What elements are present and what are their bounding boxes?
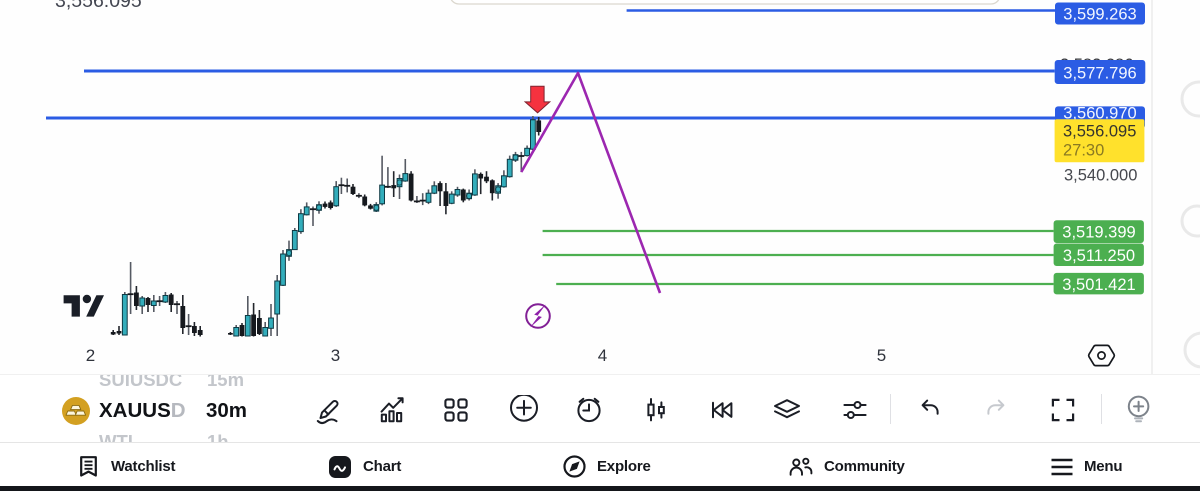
svg-text:3,501.421: 3,501.421 [1062,276,1135,294]
svg-text:3,511.250: 3,511.250 [1063,247,1135,265]
svg-text:3,519.399: 3,519.399 [1062,224,1135,242]
svg-text:27:30: 27:30 [1063,142,1104,160]
svg-text:3,540.000: 3,540.000 [1064,167,1137,185]
svg-text:5: 5 [877,346,886,365]
svg-text:3: 3 [331,346,340,365]
svg-text:4: 4 [598,346,607,365]
svg-text:3,599.263: 3,599.263 [1063,6,1136,24]
svg-text:3,577.796: 3,577.796 [1063,65,1136,83]
svg-text:2: 2 [86,346,95,365]
svg-text:3,556.095: 3,556.095 [1063,123,1136,141]
svg-text:3,560.970: 3,560.970 [1063,105,1136,123]
svg-text:3,556.095: 3,556.095 [55,0,142,12]
